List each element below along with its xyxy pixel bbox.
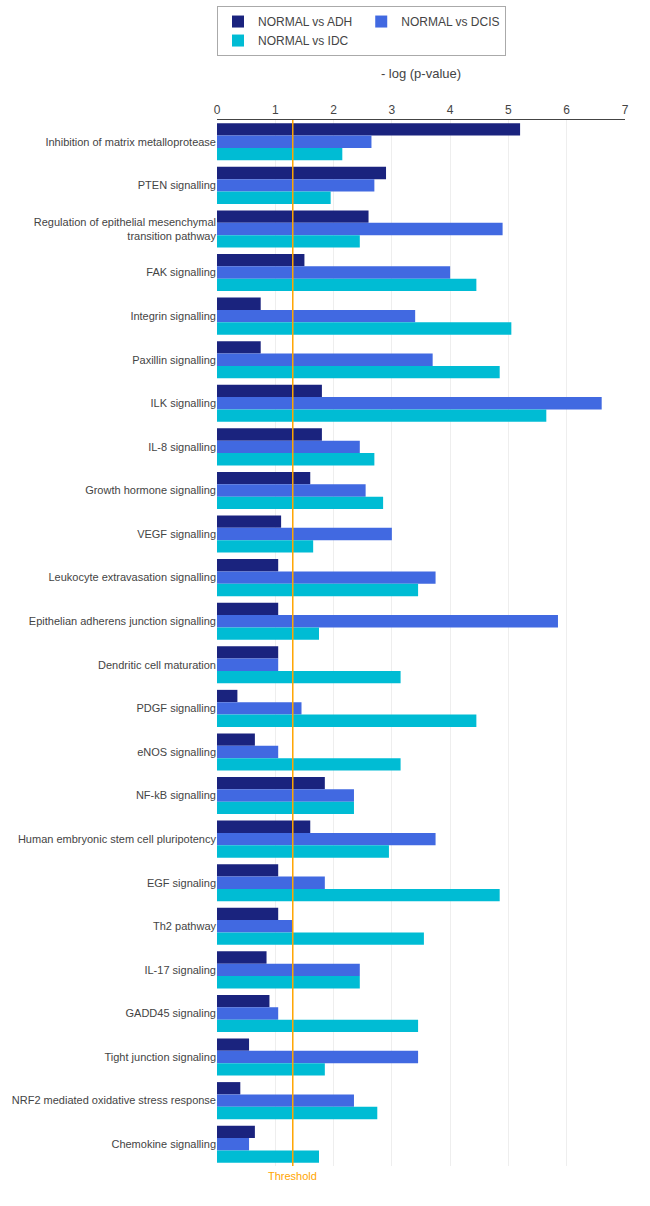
svg-text:NORMAL vs DCIS: NORMAL vs DCIS (401, 15, 499, 29)
svg-text:- log (p-value): - log (p-value) (381, 66, 461, 81)
svg-text:Th2 pathway: Th2 pathway (153, 920, 216, 932)
svg-text:6: 6 (563, 103, 570, 117)
svg-text:eNOS signalling: eNOS signalling (137, 746, 216, 758)
svg-text:Epithelian adherens junction s: Epithelian adherens junction signalling (29, 615, 216, 627)
svg-text:VEGF signalling: VEGF signalling (137, 528, 216, 540)
svg-text:Paxillin signalling: Paxillin signalling (132, 354, 216, 366)
svg-text:2: 2 (330, 103, 337, 117)
svg-text:IL-8 signalling: IL-8 signalling (148, 441, 216, 453)
svg-text:ILK signalling: ILK signalling (151, 397, 216, 409)
svg-text:0: 0 (214, 103, 221, 117)
svg-text:EGF signaling: EGF signaling (147, 877, 216, 889)
svg-text:Human embryonic stem cell plur: Human embryonic stem cell pluripotency (18, 833, 217, 845)
svg-text:Threshold: Threshold (268, 1170, 317, 1182)
svg-text:NRF2 mediated oxidative stress: NRF2 mediated oxidative stress response (12, 1094, 216, 1106)
svg-text:PTEN signalling: PTEN signalling (138, 179, 216, 191)
svg-text:Integrin signalling: Integrin signalling (130, 310, 216, 322)
svg-text:FAK signalling: FAK signalling (146, 266, 216, 278)
svg-text:5: 5 (505, 103, 512, 117)
svg-text:Leukocyte extravasation signal: Leukocyte extravasation signalling (48, 571, 216, 583)
svg-text:1: 1 (272, 103, 279, 117)
svg-text:Chemokine signalling: Chemokine signalling (111, 1138, 216, 1150)
svg-text:3: 3 (389, 103, 396, 117)
svg-text:NORMAL vs ADH: NORMAL vs ADH (258, 15, 352, 29)
svg-text:Dendritic cell maturation: Dendritic cell maturation (98, 659, 216, 671)
svg-text:Regulation of epithelial mesen: Regulation of epithelial mesenchymaltran… (34, 216, 217, 242)
svg-text:PDGF signalling: PDGF signalling (137, 702, 216, 714)
svg-text:Tight junction signaling: Tight junction signaling (105, 1051, 217, 1063)
svg-text:NORMAL vs IDC: NORMAL vs IDC (258, 34, 349, 48)
svg-text:Growth hormone signalling: Growth hormone signalling (85, 484, 216, 496)
svg-text:NF-kB signalling: NF-kB signalling (136, 789, 216, 801)
svg-text:Inhibition of matrix metallopr: Inhibition of matrix metalloprotease (45, 136, 216, 148)
svg-text:GADD45 signaling: GADD45 signaling (126, 1007, 217, 1019)
svg-text:4: 4 (447, 103, 454, 117)
svg-text:7: 7 (622, 103, 629, 117)
svg-text:IL-17 signaling: IL-17 signaling (144, 964, 216, 976)
